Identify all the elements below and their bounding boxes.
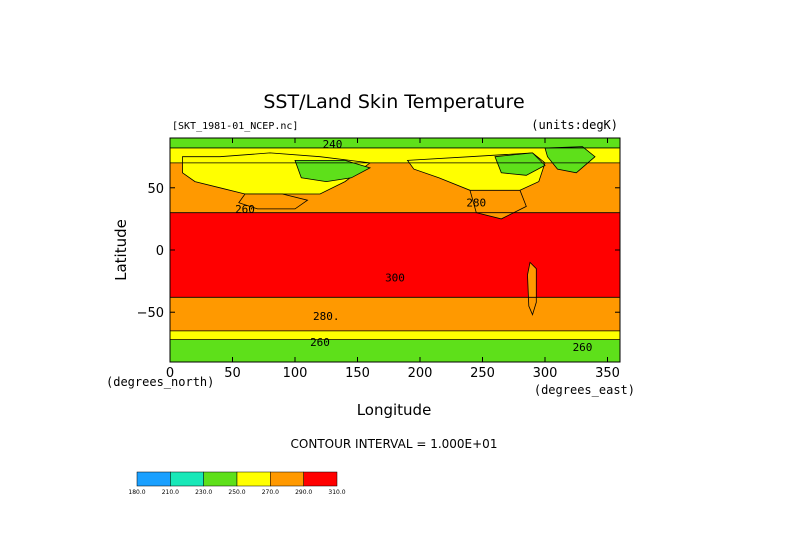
y-axis-unit: (degrees_north) bbox=[106, 375, 214, 389]
units-label: (units:degK) bbox=[531, 118, 618, 132]
x-tick-label-7: 350 bbox=[595, 366, 620, 381]
colorbar: 180.0 210.0 230.0 250.0 270.0 290.0 310.0 bbox=[128, 471, 346, 496]
y-tick-label-1: 0 bbox=[156, 244, 164, 259]
region-central-asia-warm bbox=[238, 193, 309, 210]
chart-title: SST/Land Skin Temperature bbox=[263, 91, 524, 113]
colorbar-swatch-3 bbox=[236, 471, 271, 487]
colorbar-swatch-5 bbox=[303, 471, 338, 487]
colorbar-swatch-4 bbox=[270, 471, 304, 487]
contour-label-3: 300 bbox=[385, 271, 405, 284]
y-tick-label-2: −50 bbox=[137, 306, 164, 321]
temperature-band-5 bbox=[170, 330, 620, 340]
colorbar-swatch-1 bbox=[170, 471, 204, 487]
colorbar-level-1: 210.0 bbox=[162, 489, 179, 496]
colorbar-swatch-2 bbox=[203, 471, 238, 487]
colorbar-level-6: 310.0 bbox=[328, 489, 345, 496]
colorbar-level-0: 180.0 bbox=[128, 489, 145, 496]
file-label: [SKT_1981-01_NCEP.nc] bbox=[172, 121, 298, 132]
x-axis-unit: (degrees_east) bbox=[534, 383, 635, 397]
colorbar-swatch-0 bbox=[136, 471, 171, 487]
region-siberia-colder bbox=[294, 159, 372, 183]
x-tick-label-6: 300 bbox=[533, 366, 558, 381]
region-andes bbox=[527, 261, 537, 316]
region-north-america-colder bbox=[494, 152, 546, 176]
x-tick-label-1: 50 bbox=[224, 366, 241, 381]
temperature-band-3 bbox=[170, 212, 620, 298]
colorbar-level-4: 270.0 bbox=[262, 489, 279, 496]
x-tick-label-3: 150 bbox=[345, 366, 370, 381]
contour-label-5: 260 bbox=[310, 336, 330, 349]
temperature-band-0 bbox=[170, 138, 620, 148]
x-tick-label-5: 250 bbox=[470, 366, 495, 381]
temperature-band-4 bbox=[170, 297, 620, 331]
x-tick-label-4: 200 bbox=[408, 366, 433, 381]
colorbar-level-5: 290.0 bbox=[295, 489, 312, 496]
plot-area: 240 260 280 300 280. 260 260 bbox=[170, 138, 620, 362]
colorbar-level-2: 230.0 bbox=[195, 489, 212, 496]
temperature-band-6 bbox=[170, 339, 620, 362]
axes: 0 50 100 150 200 250 300 350 50 0 −50 bbox=[137, 137, 621, 381]
x-tick-label-2: 100 bbox=[283, 366, 308, 381]
region-greenland bbox=[544, 146, 596, 174]
contour-label-1: 260 bbox=[235, 203, 255, 216]
contour-label-2: 280 bbox=[466, 197, 486, 210]
contour-interval: CONTOUR INTERVAL = 1.000E+01 bbox=[291, 437, 498, 451]
contour-label-0: 240 bbox=[323, 138, 343, 151]
y-axis-label: Latitude bbox=[112, 219, 130, 281]
contour-label-6: 260 bbox=[573, 341, 593, 354]
contour-label-4: 280. bbox=[313, 310, 340, 323]
y-tick-label-0: 50 bbox=[147, 182, 164, 197]
x-tick-label-0: 0 bbox=[166, 366, 174, 381]
colorbar-level-3: 250.0 bbox=[228, 489, 245, 496]
x-axis-label: Longitude bbox=[357, 401, 432, 419]
